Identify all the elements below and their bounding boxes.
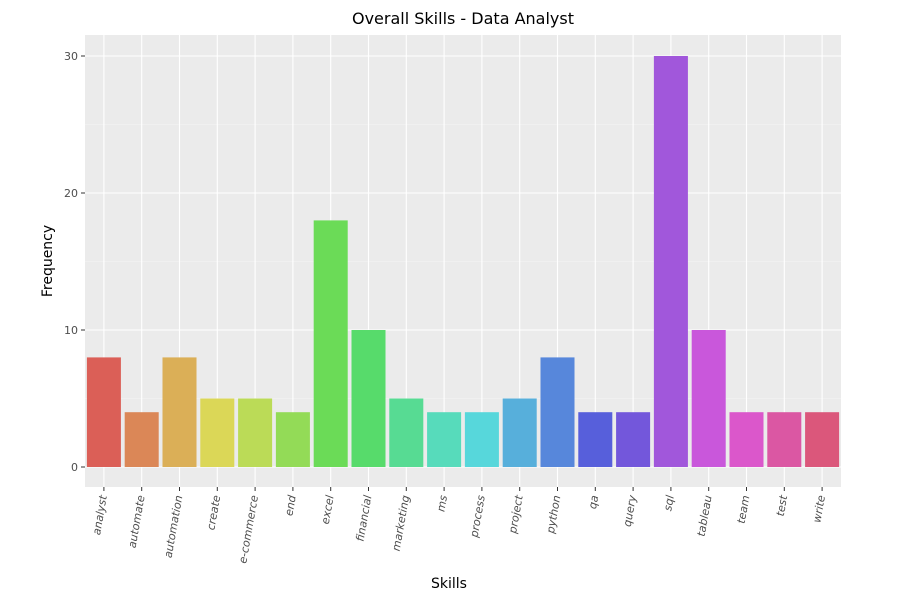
x-tick-label: query <box>621 494 639 528</box>
bar-team <box>729 412 764 467</box>
bar-create <box>200 398 235 467</box>
x-tick-label: write <box>810 494 828 524</box>
bar-e-commerce <box>238 398 273 467</box>
bar-automate <box>124 412 159 467</box>
bar-python <box>540 357 575 467</box>
x-tick-label: automation <box>162 494 186 559</box>
bar-ms <box>427 412 462 467</box>
x-tick-label: automate <box>126 494 148 549</box>
x-tick-label: marketing <box>390 494 413 552</box>
x-axis: analyst automate automation create e-commerc… <box>90 487 828 565</box>
bar-qa <box>578 412 613 467</box>
x-tick-label: create <box>204 494 223 531</box>
bar-process <box>464 412 499 467</box>
y-tick-label: 30 <box>64 50 78 63</box>
bar-marketing <box>389 398 424 467</box>
bar-automation <box>162 357 197 467</box>
x-tick-label: test <box>774 494 791 518</box>
bar-financial <box>351 330 386 467</box>
y-axis-title: Frequency <box>40 225 56 297</box>
x-axis-title: Skills <box>431 576 467 592</box>
bars <box>86 56 840 467</box>
x-tick-label: analyst <box>90 494 110 536</box>
x-tick-label: e-commerce <box>236 494 261 564</box>
x-tick-label: qa <box>586 494 601 510</box>
bar-sql <box>653 56 688 467</box>
bar-write <box>805 412 840 467</box>
x-tick-label: ms <box>434 494 450 513</box>
bar-project <box>502 398 537 467</box>
bar-analyst <box>86 357 121 467</box>
x-tick-label: tableau <box>695 494 715 537</box>
bar-tableau <box>691 330 726 467</box>
x-tick-label: process <box>467 494 487 539</box>
y-axis: 0 10 20 30 <box>64 50 85 474</box>
x-tick-label: sql <box>661 494 677 512</box>
bar-test <box>767 412 802 467</box>
x-tick-label: python <box>544 494 564 535</box>
chart-title: Overall Skills - Data Analyst <box>352 9 574 28</box>
x-tick-label: financial <box>354 494 375 542</box>
bar-end <box>275 412 310 467</box>
y-tick-label: 10 <box>64 324 78 337</box>
x-tick-label: team <box>735 494 753 524</box>
x-tick-label: excel <box>319 494 337 525</box>
y-tick-label: 20 <box>64 187 78 200</box>
x-tick-label: project <box>506 494 526 536</box>
x-tick-label: end <box>282 493 299 517</box>
bar-query <box>616 412 651 467</box>
y-tick-label: 0 <box>71 461 78 474</box>
bar-excel <box>313 220 348 467</box>
plot-panel <box>85 35 841 487</box>
